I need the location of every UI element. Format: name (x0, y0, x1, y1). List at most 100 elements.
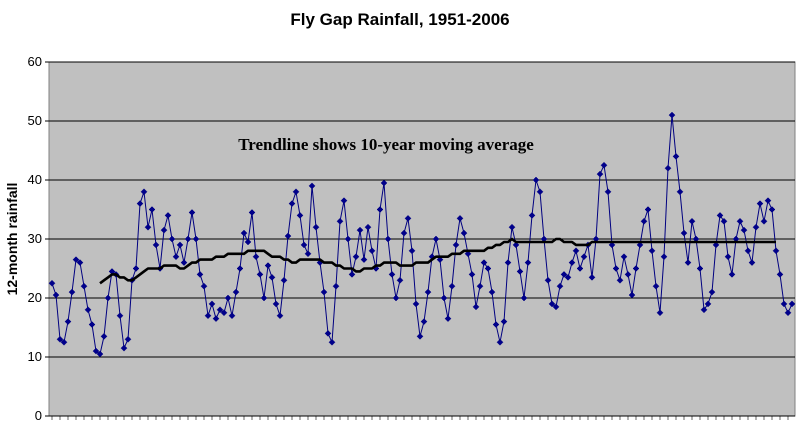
rainfall-point (380, 179, 388, 187)
rainfall-point (640, 217, 648, 225)
rainfall-point (500, 318, 508, 325)
rainfall-point (516, 268, 524, 275)
rainfall-point (752, 223, 760, 231)
rainfall-point (576, 265, 584, 272)
y-tick-label: 60 (28, 54, 42, 69)
rainfall-point (228, 312, 236, 320)
rainfall-point (728, 271, 736, 278)
rainfall-point (680, 229, 688, 237)
y-axis-label: 12-month rainfall (4, 183, 20, 296)
rainfall-point (524, 259, 532, 266)
rainfall-point (696, 265, 704, 272)
rainfall-point (80, 282, 88, 290)
rainfall-point (708, 288, 716, 296)
rainfall-point (784, 309, 792, 317)
y-tick-label: 40 (28, 172, 42, 187)
rainfall-point (632, 265, 640, 272)
rainfall-point (220, 309, 228, 317)
rainfall-line (51, 115, 793, 355)
rainfall-point (360, 256, 368, 264)
rainfall-point (492, 321, 500, 328)
rainfall-point (236, 265, 244, 272)
rainfall-point (712, 241, 720, 249)
rainfall-point (716, 212, 724, 219)
rainfall-point (264, 262, 272, 269)
y-tick-label: 10 (28, 349, 42, 364)
rainfall-point (320, 288, 328, 296)
rainfall-point (224, 294, 232, 302)
rainfall-point (552, 303, 560, 311)
rainfall-point (568, 259, 576, 266)
rainfall-point (440, 294, 448, 302)
rainfall-point (56, 335, 64, 343)
rainfall-point (180, 259, 188, 266)
rainfall-point (244, 238, 252, 246)
rainfall-point (208, 300, 216, 308)
rainfall-point (476, 282, 484, 290)
rainfall-point (676, 188, 684, 196)
rainfall-point (308, 182, 316, 190)
rainfall-point (292, 188, 300, 196)
trendline (99, 237, 776, 285)
rainfall-point (484, 265, 492, 272)
rainfall-point (256, 271, 264, 278)
rainfall-point (700, 306, 708, 314)
rainfall-point (216, 306, 224, 314)
rainfall-point (136, 200, 144, 207)
rainfall-point (628, 291, 636, 299)
rainfall-point (400, 229, 408, 237)
rainfall-point (548, 300, 556, 308)
rainfall-point (636, 241, 644, 249)
x-axis-ticks (49, 415, 795, 420)
rainfall-point (520, 294, 528, 302)
rainfall-point (408, 247, 416, 255)
rainfall-point (688, 217, 696, 225)
rainfall-point (300, 241, 308, 249)
rainfall-point (200, 282, 208, 290)
rainfall-point (776, 271, 784, 278)
rainfall-point (384, 235, 392, 243)
rainfall-point (768, 206, 776, 213)
rainfall-point (464, 250, 472, 258)
rainfall-point (416, 332, 424, 340)
rainfall-point (660, 253, 668, 261)
chart-title: Fly Gap Rainfall, 1951-2006 (290, 10, 509, 29)
rainfall-point (664, 164, 672, 172)
rainfall-point (376, 206, 384, 213)
rainfall-point (304, 250, 312, 258)
rainfall-point (764, 197, 772, 205)
rainfall-point (620, 253, 628, 261)
rainfall-point (124, 335, 132, 343)
rainfall-point (284, 232, 292, 240)
rainfall-point (444, 315, 452, 323)
rainfall-point (152, 241, 160, 249)
rainfall-point (480, 259, 488, 266)
rainfall-point (512, 241, 520, 249)
rainfall-point (780, 300, 788, 308)
rainfall-point (736, 217, 744, 225)
rainfall-point (788, 300, 796, 308)
rainfall-point (84, 306, 92, 314)
rainfall-series (51, 115, 793, 355)
rainfall-point (160, 226, 168, 234)
rainfall-point (268, 273, 276, 281)
rainfall-point (704, 300, 712, 308)
rainfall-point (272, 300, 280, 308)
rainfall-point (232, 288, 240, 296)
rainfall-point (472, 303, 480, 311)
rainfall-point (260, 294, 268, 302)
rainfall-point (340, 197, 348, 205)
rainfall-point (336, 217, 344, 225)
rainfall-point (352, 253, 360, 261)
rainfall-point (580, 253, 588, 261)
rainfall-point (188, 209, 196, 216)
rainfall-point (280, 276, 288, 284)
rainfall-point (312, 223, 320, 231)
rainfall-point (604, 188, 612, 196)
rainfall-point (404, 214, 412, 222)
rainfall-point (672, 153, 680, 160)
rainfall-point (496, 338, 504, 346)
rainfall-point (92, 347, 100, 355)
rainfall-point (104, 294, 112, 302)
rainfall-point (504, 259, 512, 266)
